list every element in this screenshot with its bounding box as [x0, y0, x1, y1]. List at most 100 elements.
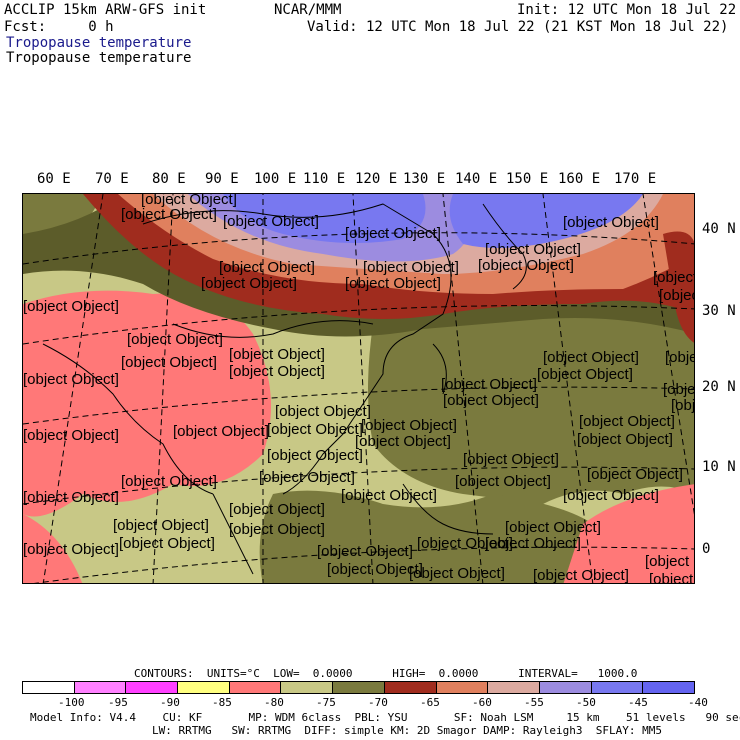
- high-marker: [object Object]: [587, 466, 683, 483]
- lon-label: 80 E: [152, 171, 186, 187]
- low-marker: [object Object]: [441, 376, 537, 393]
- low-marker: [object Object]: [317, 543, 413, 560]
- model-info: Model Info: V4.4 CU: KF MP: WDM 6class P…: [30, 711, 740, 724]
- low-marker: [object Object]: [267, 447, 363, 464]
- low-marker: [object Object]: [127, 331, 223, 348]
- shade-minus75: [368, 297, 694, 504]
- value-label: [object Object]: [345, 275, 441, 292]
- color-bar: [22, 681, 695, 694]
- lat-label: 20 N: [702, 379, 736, 395]
- shade-minus85: [23, 514, 83, 583]
- high-marker: [object Object]: [229, 501, 325, 518]
- color-bar-swatch: [281, 682, 334, 693]
- low-marker: [object Object]: [361, 417, 457, 434]
- lon-label: 130 E: [403, 171, 446, 187]
- colorbar-tick: -75: [316, 696, 336, 709]
- color-bar-swatch: [488, 682, 540, 693]
- map-panel: [object Object] [object Object] [object …: [22, 193, 695, 584]
- value-label: [object Object]: [121, 354, 217, 371]
- shade-minus45: [449, 194, 643, 248]
- value-label: [object Object]: [327, 561, 423, 578]
- high-marker: [object Object]: [219, 259, 315, 276]
- value-label: [object Object]: [563, 214, 659, 231]
- lon-label: 140 E: [455, 171, 498, 187]
- high-marker: [object Object]: [113, 517, 209, 534]
- model-physics: LW: RRTMG SW: RRTMG DIFF: simple KM: 2D …: [152, 724, 662, 737]
- color-bar-swatch: [436, 682, 489, 693]
- value-label: [object Object]: [485, 535, 581, 552]
- value-label: [object Object]: [23, 298, 119, 315]
- color-bar-swatch: [591, 682, 644, 693]
- lat-label: 10 N: [702, 459, 736, 475]
- header-valid: Valid: 12 UTC Mon 18 Jul 22 (21 KST Mon …: [307, 19, 729, 35]
- value-label: [object Object]: [173, 423, 269, 440]
- shade-minus85: [563, 484, 694, 583]
- high-marker: [object Object]: [141, 194, 237, 208]
- lat-label: 30 N: [702, 303, 736, 319]
- color-bar-swatch: [229, 682, 282, 693]
- shade-minus85: [23, 290, 271, 517]
- lon-label: 170 E: [614, 171, 657, 187]
- lon-label: 120 E: [355, 171, 398, 187]
- value-label: [object Object]: [478, 257, 574, 274]
- high-marker: [object Object]: [485, 241, 581, 258]
- color-bar-swatch: [643, 682, 694, 693]
- lat-label: 40 N: [702, 221, 736, 237]
- value-label: [object Object]: [23, 371, 119, 388]
- value-label: [object Object]: [345, 225, 441, 242]
- value-label: [object Object]: [259, 469, 355, 486]
- color-bar-swatch: [74, 682, 127, 693]
- field-title-shaded: Tropopause temperature: [6, 35, 192, 51]
- colorbar-tick: -65: [420, 696, 440, 709]
- value-label: [object Object]: [23, 489, 119, 506]
- value-label: [object Object]: [341, 487, 437, 504]
- header-title: ACCLIP 15km ARW-GFS init: [4, 2, 207, 18]
- value-label: [object Object]: [355, 433, 451, 450]
- field-title-contour: Tropopause temperature: [6, 50, 192, 66]
- graticule: [23, 194, 694, 583]
- low-marker: [object Object]: [229, 346, 325, 363]
- colorbar-tick: -60: [472, 696, 492, 709]
- low-marker: [object Object]: [579, 413, 675, 430]
- colorbar-tick: -80: [264, 696, 284, 709]
- color-bar-swatch: [384, 682, 437, 693]
- coastlines: [42, 203, 527, 575]
- colorbar-unit: -40: [688, 696, 708, 709]
- value-label: [object Object]: [229, 363, 325, 380]
- header-init: Init: 12 UTC Mon 18 Jul 22: [517, 2, 737, 18]
- color-bar-swatch: [178, 682, 230, 693]
- value-label: [object Object]: [267, 421, 363, 438]
- colorbar-tick: -50: [576, 696, 596, 709]
- value-label: [object Object]: [119, 535, 215, 552]
- value-label: [object Object]: [649, 571, 695, 584]
- value-label: [object Object]: [23, 427, 119, 444]
- high-marker: [object Object]: [663, 381, 695, 398]
- color-bar-swatch: [23, 682, 75, 693]
- map-annotations: [object Object] [object Object] [object …: [23, 194, 695, 584]
- low-marker: [object Object]: [505, 519, 601, 536]
- color-bar-swatch: [539, 682, 592, 693]
- value-label: [object Object]: [121, 206, 217, 223]
- lon-label: 100 E: [254, 171, 297, 187]
- low-marker: [object Object]: [543, 349, 639, 366]
- value-label: [object Object]: [671, 397, 695, 414]
- value-label: [object Object]: [563, 487, 659, 504]
- low-marker: [object Object]: [463, 451, 559, 468]
- low-marker: [object Object]: [275, 403, 371, 420]
- value-label: [object Object]: [665, 349, 695, 366]
- contours-info: CONTOURS: UNITS=°C LOW= 0.0000 HIGH= 0.0…: [134, 667, 638, 680]
- shade-minus75: [259, 490, 603, 583]
- lon-label: 160 E: [558, 171, 601, 187]
- colorbar-tick: -100: [58, 696, 85, 709]
- value-label: [object Object]: [455, 473, 551, 490]
- value-label: [object Object]: [201, 275, 297, 292]
- value-label: [object Object]: [537, 366, 633, 383]
- value-label: [object Object]: [229, 521, 325, 538]
- value-label: [object Object]: [417, 535, 513, 552]
- lon-label: 150 E: [506, 171, 549, 187]
- colorbar-tick: -45: [628, 696, 648, 709]
- colorbar-tick: -55: [524, 696, 544, 709]
- high-marker: [object Object]: [363, 259, 459, 276]
- high-marker: [object Object]: [653, 269, 695, 286]
- colorbar-tick: -95: [108, 696, 128, 709]
